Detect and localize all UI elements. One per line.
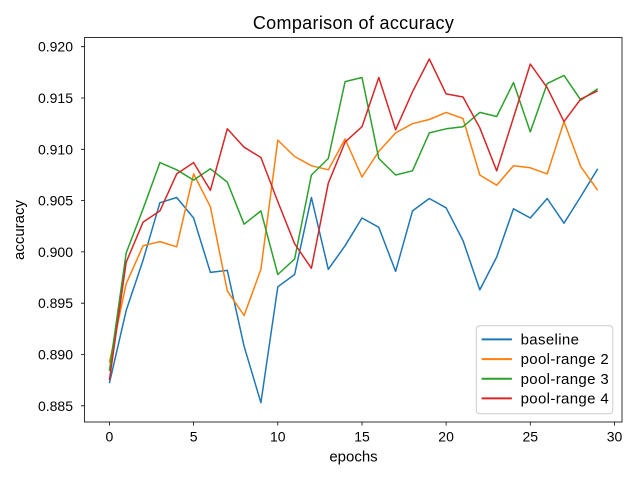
svg-text:15: 15 — [354, 429, 370, 445]
svg-text:0.895: 0.895 — [38, 295, 73, 311]
svg-text:0: 0 — [106, 429, 114, 445]
svg-text:5: 5 — [190, 429, 198, 445]
svg-text:0.920: 0.920 — [38, 39, 73, 55]
svg-text:accuracy: accuracy — [11, 199, 28, 260]
svg-text:Comparison of accuracy: Comparison of accuracy — [253, 13, 454, 33]
svg-text:pool-range 2: pool-range 2 — [521, 351, 609, 368]
svg-text:baseline: baseline — [521, 331, 580, 348]
svg-text:0.910: 0.910 — [38, 141, 73, 157]
svg-text:0.885: 0.885 — [38, 398, 73, 414]
svg-text:0.905: 0.905 — [38, 193, 73, 209]
svg-text:10: 10 — [270, 429, 286, 445]
svg-text:epochs: epochs — [329, 449, 377, 466]
svg-text:pool-range 4: pool-range 4 — [521, 390, 609, 407]
svg-text:30: 30 — [607, 429, 623, 445]
svg-text:20: 20 — [438, 429, 454, 445]
svg-text:0.890: 0.890 — [38, 347, 73, 363]
svg-text:25: 25 — [523, 429, 539, 445]
svg-text:0.900: 0.900 — [38, 244, 73, 260]
svg-text:0.915: 0.915 — [38, 90, 73, 106]
svg-text:pool-range 3: pool-range 3 — [521, 371, 609, 388]
